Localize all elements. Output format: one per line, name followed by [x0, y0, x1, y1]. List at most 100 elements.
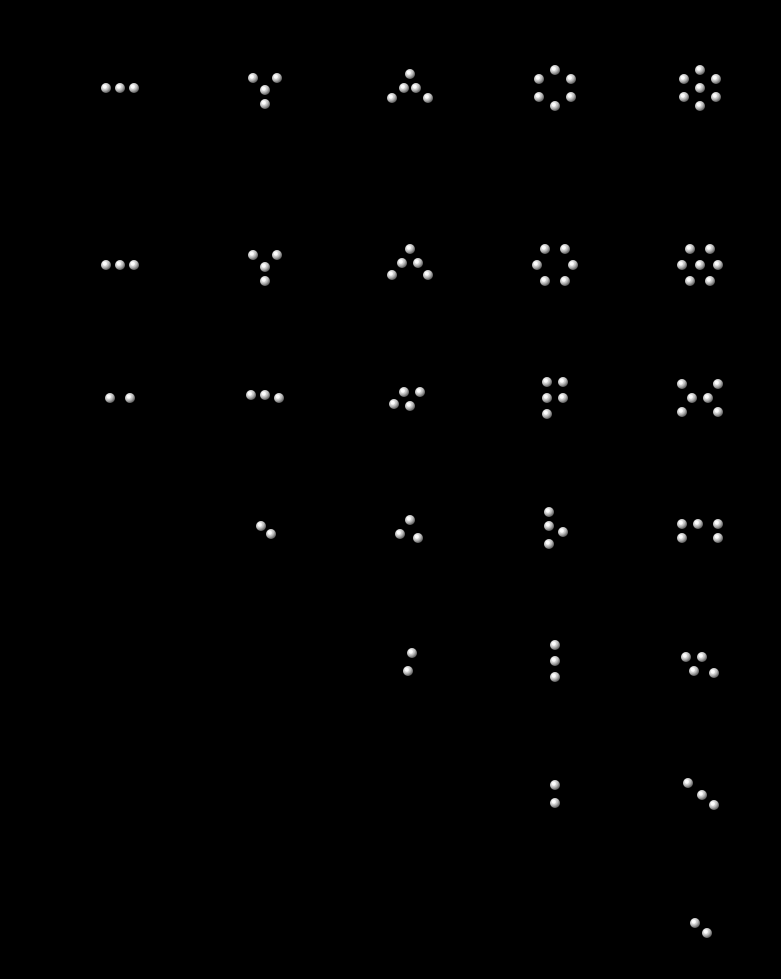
dot-highlight — [407, 246, 411, 250]
dot-highlight — [689, 395, 693, 399]
dot-highlight — [715, 535, 719, 539]
dot-highlight — [691, 668, 695, 672]
dot-highlight — [103, 262, 107, 266]
dot-highlight — [681, 76, 685, 80]
dot-highlight — [552, 642, 556, 646]
dot-highlight — [131, 85, 135, 89]
dot-highlight — [407, 71, 411, 75]
dot-highlight — [695, 521, 699, 525]
dot-highlight — [276, 395, 280, 399]
dot-highlight — [415, 535, 419, 539]
dot-highlight — [391, 401, 395, 405]
dot-highlight — [389, 272, 393, 276]
dot-highlight — [401, 85, 405, 89]
dot-highlight — [552, 67, 556, 71]
dot-highlight — [697, 85, 701, 89]
dot-highlight — [409, 650, 413, 654]
dot-highlight — [546, 541, 550, 545]
dot-highlight — [107, 395, 111, 399]
dot-highlight — [713, 76, 717, 80]
dot-highlight — [560, 529, 564, 533]
dot-highlight — [687, 246, 691, 250]
dot-highlight — [699, 792, 703, 796]
dot-highlight — [127, 395, 131, 399]
dot-highlight — [250, 252, 254, 256]
dot-highlight — [707, 246, 711, 250]
dot-highlight — [715, 381, 719, 385]
dot-highlight — [425, 272, 429, 276]
dot-highlight — [544, 411, 548, 415]
dot-highlight — [262, 278, 266, 282]
dot-highlight — [262, 264, 266, 268]
dot-highlight — [250, 75, 254, 79]
dot-highlight — [697, 67, 701, 71]
dot-highlight — [562, 246, 566, 250]
dot-highlight — [405, 668, 409, 672]
dot-highlight — [697, 103, 701, 107]
dot-highlight — [679, 381, 683, 385]
dot-highlight — [534, 262, 538, 266]
dot-highlight — [562, 278, 566, 282]
dot-highlight — [536, 76, 540, 80]
dot-highlight — [546, 523, 550, 527]
dot-highlight — [679, 521, 683, 525]
dot-highlight — [542, 246, 546, 250]
dot-highlight — [681, 94, 685, 98]
dot-highlight — [274, 75, 278, 79]
dot-highlight — [262, 101, 266, 105]
dot-highlight — [552, 800, 556, 804]
dot-highlight — [413, 85, 417, 89]
dot-highlight — [262, 87, 266, 91]
dot-highlight — [552, 674, 556, 678]
dot-highlight — [713, 94, 717, 98]
dot-highlight — [552, 103, 556, 107]
dot-highlight — [407, 403, 411, 407]
dot-highlight — [560, 395, 564, 399]
dot-grid-diagram — [0, 0, 781, 979]
dot-highlight — [715, 409, 719, 413]
dot-highlight — [707, 278, 711, 282]
dot-highlight — [711, 802, 715, 806]
dot-highlight — [131, 262, 135, 266]
dot-highlight — [544, 379, 548, 383]
dot-highlight — [546, 509, 550, 513]
dot-highlight — [687, 278, 691, 282]
dot-highlight — [715, 262, 719, 266]
dot-highlight — [715, 521, 719, 525]
dot-highlight — [679, 409, 683, 413]
dot-highlight — [268, 531, 272, 535]
dot-highlight — [417, 389, 421, 393]
dot-highlight — [397, 531, 401, 535]
dot-highlight — [679, 535, 683, 539]
dot-highlight — [542, 278, 546, 282]
dot-highlight — [117, 262, 121, 266]
dot-highlight — [117, 85, 121, 89]
dot-highlight — [425, 95, 429, 99]
dot-highlight — [407, 517, 411, 521]
dot-highlight — [401, 389, 405, 393]
dot-highlight — [685, 780, 689, 784]
dot-highlight — [679, 262, 683, 266]
dot-highlight — [389, 95, 393, 99]
dot-highlight — [699, 654, 703, 658]
dot-highlight — [704, 930, 708, 934]
dot-highlight — [568, 76, 572, 80]
dot-highlight — [568, 94, 572, 98]
dot-highlight — [705, 395, 709, 399]
dot-highlight — [274, 252, 278, 256]
dot-highlight — [415, 260, 419, 264]
dot-highlight — [399, 260, 403, 264]
dot-highlight — [248, 392, 252, 396]
dot-highlight — [544, 395, 548, 399]
dot-highlight — [552, 658, 556, 662]
dot-highlight — [536, 94, 540, 98]
dot-highlight — [711, 670, 715, 674]
dot-highlight — [552, 782, 556, 786]
dot-highlight — [570, 262, 574, 266]
dot-highlight — [697, 262, 701, 266]
dot-highlight — [258, 523, 262, 527]
dot-highlight — [103, 85, 107, 89]
dot-highlight — [683, 654, 687, 658]
dot-highlight — [692, 920, 696, 924]
dot-highlight — [262, 392, 266, 396]
